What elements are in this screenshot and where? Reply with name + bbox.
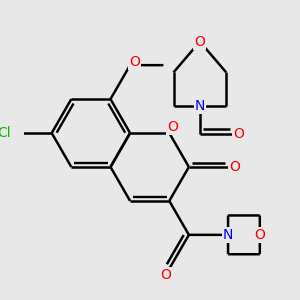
Text: Cl: Cl — [0, 126, 11, 140]
Text: O: O — [130, 55, 140, 69]
Text: N: N — [195, 99, 205, 113]
Text: O: O — [167, 120, 178, 134]
Text: O: O — [194, 34, 205, 49]
Text: N: N — [223, 228, 233, 242]
Text: O: O — [254, 228, 265, 242]
Text: O: O — [160, 268, 171, 282]
Text: O: O — [230, 160, 240, 174]
Text: O: O — [233, 128, 244, 141]
